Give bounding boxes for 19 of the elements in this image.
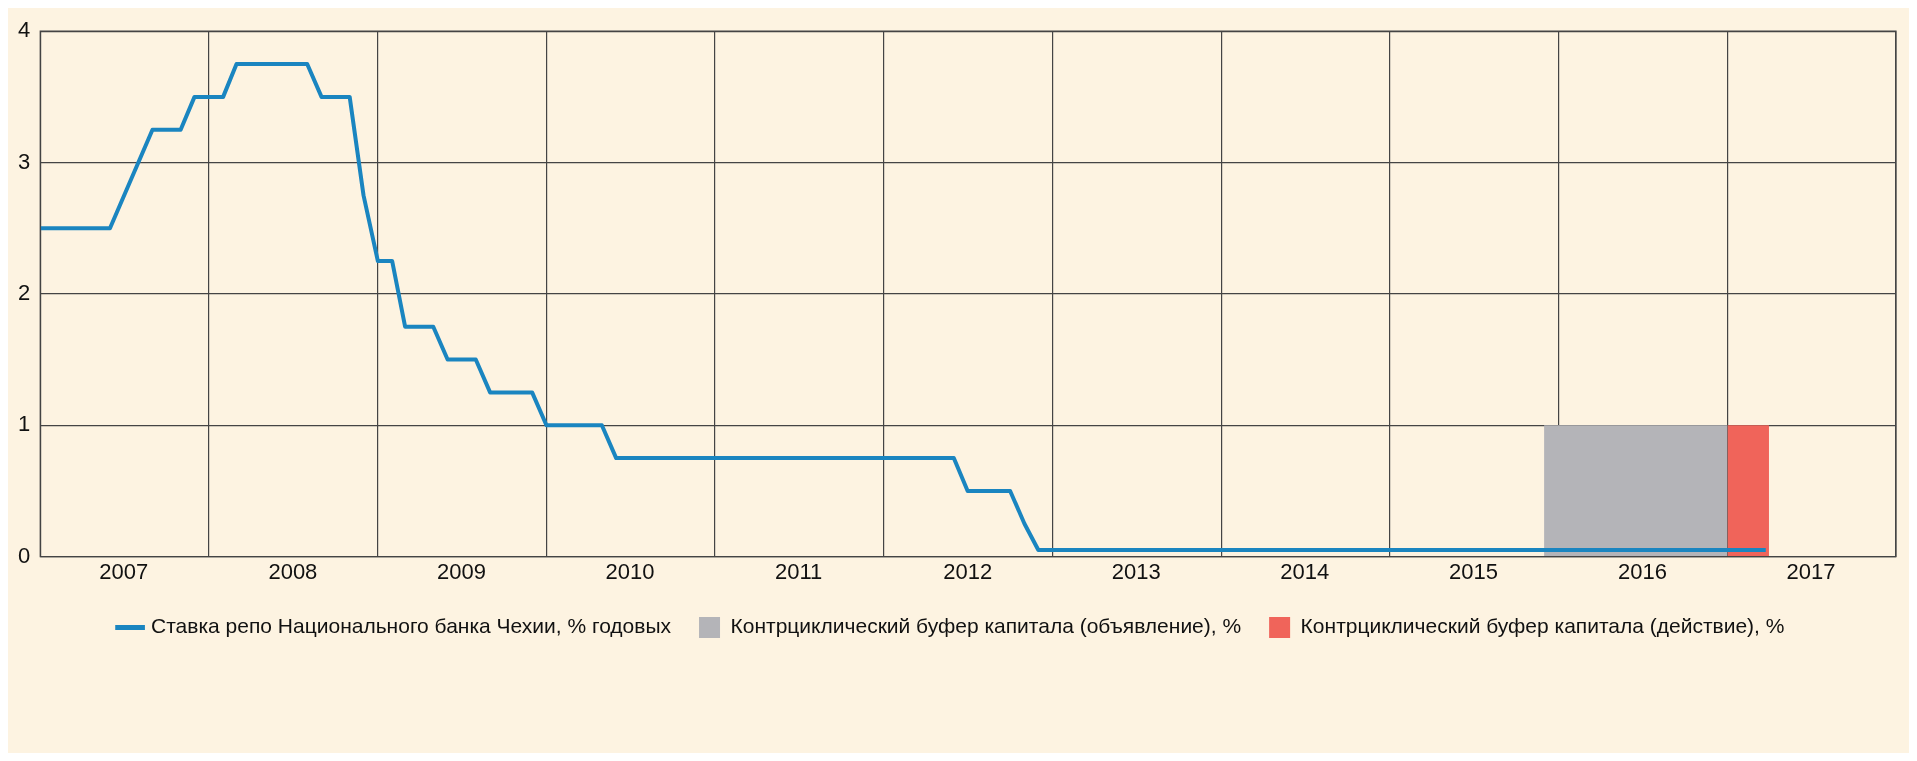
x-tick-label: 2008 — [268, 558, 318, 584]
legend-label: Ставка репо Национального банка Чехии, % годовых — [151, 614, 672, 638]
x-tick-label: 2014 — [1280, 558, 1330, 584]
x-tick-label: 2015 — [1448, 558, 1498, 584]
x-tick-label: 2009 — [436, 558, 486, 584]
x-tick-label: 2013 — [1111, 558, 1161, 584]
y-tick-label: 4 — [17, 17, 31, 43]
x-tick-label: 2010 — [605, 558, 655, 584]
legend-label: Контрциклический буфер капитала (действие), % — [1300, 614, 1785, 638]
x-tick-label: 2007 — [99, 558, 149, 584]
x-tick-label: 2011 — [774, 558, 823, 584]
x-tick-label: 2016 — [1617, 558, 1667, 584]
y-tick-label: 0 — [17, 542, 31, 568]
y-tick-label: 1 — [17, 411, 31, 437]
y-tick-label: 3 — [17, 148, 31, 174]
x-tick-label: 2012 — [943, 558, 993, 584]
legend-label: Контрциклический буфер капитала (объявление), % — [730, 614, 1242, 638]
y-tick-label: 2 — [17, 279, 31, 305]
x-tick-label: 2017 — [1786, 558, 1836, 584]
